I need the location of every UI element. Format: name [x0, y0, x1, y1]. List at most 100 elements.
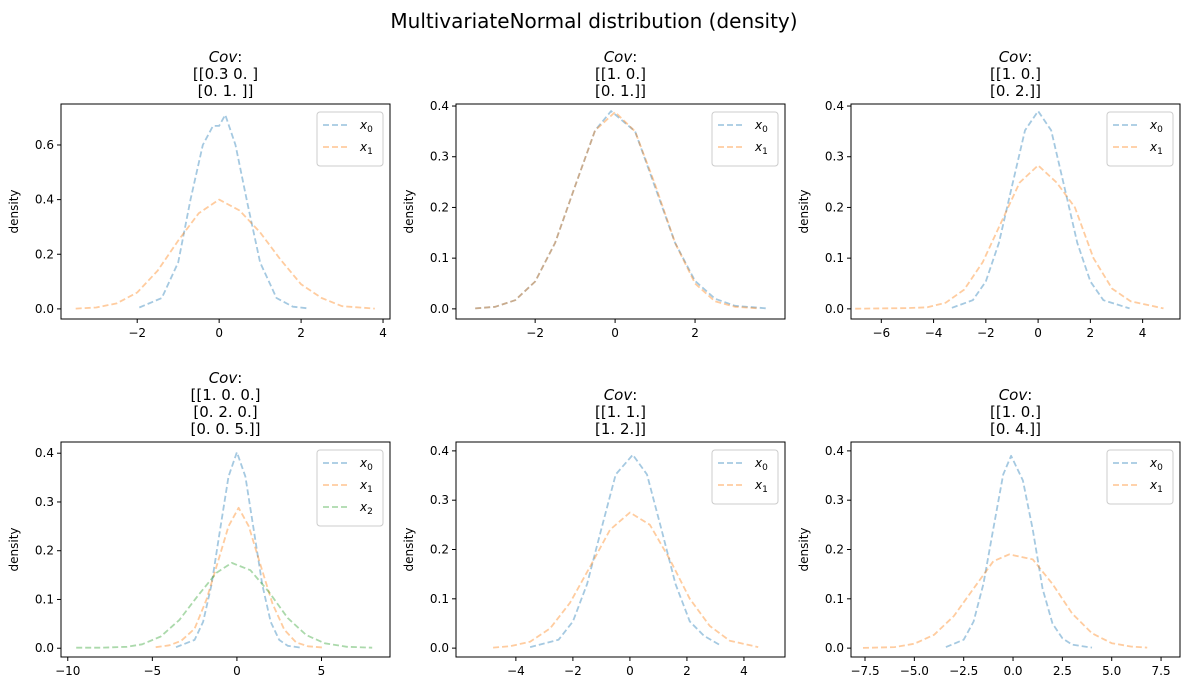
legend-label: x0 [754, 118, 768, 135]
subplot-2: Cov:[[1. 0.] [0. 1.]] −2 0 2 0.0 0.1 0.2 0.3 0.4… [402, 48, 786, 340]
series-line-x0 [475, 110, 768, 310]
series-line-x1 [855, 164, 1164, 310]
x-tick-label: 5.0 [1102, 664, 1121, 678]
legend-box [711, 449, 779, 505]
y-tick-label: 0.4 [430, 444, 449, 458]
legend-label: x0 [754, 456, 768, 473]
subplot-3: Cov:[[1. 0.] [0. 2.]] −6 −4 −2 0 2 4 0.0 0.1 0.2 0… [797, 48, 1181, 340]
subplot-title-line: [[0.3 0. ] [193, 65, 258, 83]
legend-label: x0 [1149, 118, 1163, 135]
colon: : [1027, 48, 1032, 66]
x-tick-label: 4 [1139, 326, 1147, 340]
x-tick-label: 0 [215, 326, 223, 340]
x-tick-label: −2.5 [949, 664, 978, 678]
legend-box [1106, 111, 1174, 167]
series-line-x0 [945, 454, 1093, 649]
y-tick-label: 0.3 [825, 493, 844, 507]
subplot-title-cov: Cov: [999, 386, 1033, 404]
series-line-x0 [138, 114, 308, 310]
x-tick-label: 4 [740, 664, 748, 678]
x-tick-label: 0 [1034, 326, 1042, 340]
axes-frame [60, 103, 391, 320]
subplot-title-cov: Cov: [604, 48, 638, 66]
series-line-x1 [155, 506, 325, 649]
subplot-title-cov: Cov: [604, 386, 638, 404]
subplot-title-cov: Cov: [209, 48, 243, 66]
subplot-title-cov: Cov: [209, 369, 243, 387]
series-line-x1 [862, 553, 1148, 649]
x-tick-label: −2 [526, 326, 544, 340]
legend-label: x0 [1149, 456, 1163, 473]
x-tick-label: 2 [683, 664, 691, 678]
x-tick-label: 2 [297, 326, 305, 340]
subplot-6: Cov:[[1. 0.] [0. 4.]] −7.5 −5.0 −2.5 0.0 2.5 5… [797, 386, 1181, 678]
subplot-title-line: [[1. 0. 0.] [190, 386, 260, 404]
y-tick-label: 0.2 [825, 200, 844, 214]
subplot-title-line: [0. 0. 5.]] [190, 420, 260, 438]
legend-label: x2 [359, 500, 373, 517]
x-tick-label: −2 [128, 326, 146, 340]
x-tick-label: −5.0 [900, 664, 929, 678]
axes-frame [60, 441, 391, 658]
subplot-title-line: [0. 2. 0.] [193, 403, 257, 421]
colon: : [1027, 386, 1032, 404]
y-tick-label: 0.4 [430, 99, 449, 113]
x-tick-label: 2 [1087, 326, 1095, 340]
legend-label: x1 [359, 140, 373, 157]
series-line-x0 [951, 110, 1130, 310]
legend-box [316, 111, 384, 167]
x-tick-label: −6 [872, 326, 890, 340]
legend-box [711, 111, 779, 167]
subplot-title-line: [1. 2.]] [595, 420, 646, 438]
subplot-title-line: [[1. 0.] [990, 65, 1041, 83]
subplot-4: Cov:[[1. 0. 0.] [0. 2. 0.] [0. 0. 5.]] −1… [7, 369, 391, 678]
x-tick-label: 7.5 [1152, 664, 1171, 678]
y-tick-label: 0.6 [35, 138, 54, 152]
x-tick-label: −2 [564, 664, 582, 678]
subplot-title-line: [0. 2.]] [990, 82, 1041, 100]
x-tick-label: 4 [379, 326, 387, 340]
y-tick-label: 0.0 [825, 641, 844, 655]
x-tick-label: −7.5 [850, 664, 879, 678]
x-tick-label: 2.5 [1053, 664, 1072, 678]
subplot-1: Cov:[[0.3 0. ] [0. 1. ]] −2 0 2 4 0.0 0.2 0.4 0.… [7, 48, 391, 340]
legend-box [316, 449, 384, 527]
series-line-x0 [175, 451, 302, 649]
x-tick-label: 0.0 [1003, 664, 1022, 678]
y-axis-label: density [402, 528, 416, 572]
y-tick-label: 0.4 [35, 446, 54, 460]
x-tick-label: −4 [507, 664, 525, 678]
legend-box [1106, 449, 1174, 505]
y-tick-label: 0.2 [35, 544, 54, 558]
axes-frame [455, 103, 786, 320]
subplot-title-cov: Cov: [999, 48, 1033, 66]
y-tick-label: 0.3 [825, 150, 844, 164]
y-tick-label: 0.2 [430, 200, 449, 214]
y-tick-label: 0.4 [825, 99, 844, 113]
legend-label: x1 [754, 140, 768, 157]
y-tick-label: 0.0 [825, 302, 844, 316]
x-tick-label: 5 [318, 664, 326, 678]
legend: x0 x1 x2 [316, 449, 384, 527]
y-tick-label: 0.4 [35, 193, 54, 207]
colon: : [237, 369, 242, 387]
y-tick-label: 0.1 [825, 592, 844, 606]
series-line-x1 [493, 511, 759, 649]
y-tick-label: 0.1 [825, 251, 844, 265]
x-tick-label: 0 [626, 664, 634, 678]
y-axis-label: density [402, 190, 416, 234]
y-tick-label: 0.3 [430, 150, 449, 164]
legend-label: x0 [359, 118, 373, 135]
subplot-5: Cov:[[1. 1.] [1. 2.]] −4 −2 0 2 4 0.0 0.1 0.2 0.3… [402, 386, 786, 678]
x-tick-label: −10 [55, 664, 80, 678]
y-tick-label: 0.2 [430, 543, 449, 557]
y-tick-label: 0.1 [430, 592, 449, 606]
y-tick-label: 0.2 [35, 247, 54, 261]
y-tick-label: 0.0 [430, 641, 449, 655]
y-tick-label: 0.3 [35, 495, 54, 509]
